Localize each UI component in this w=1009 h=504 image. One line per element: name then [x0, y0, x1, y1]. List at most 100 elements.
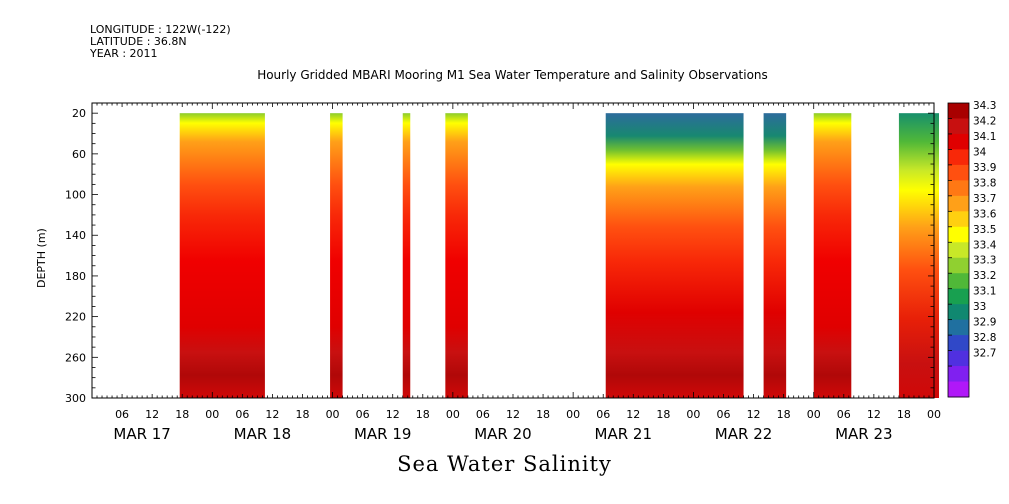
x-hour-tick-label: 00 [566, 408, 580, 421]
y-tick-label: 100 [65, 189, 86, 202]
colorbar-swatch [948, 180, 969, 197]
x-hour-tick-label: 18 [296, 408, 310, 421]
x-day-label: MAR 19 [354, 425, 411, 443]
data-segment [813, 113, 852, 398]
longitude-label: LONGITUDE : 122W(-122) [90, 23, 231, 36]
colorbar-label: 33.6 [973, 208, 997, 220]
x-hour-tick-label: 06 [717, 408, 731, 421]
x-hour-tick-label: 06 [596, 408, 610, 421]
colorbar-label: 34.3 [973, 100, 996, 112]
chart-title: Hourly Gridded MBARI Mooring M1 Sea Wate… [257, 68, 768, 82]
data-segment [330, 113, 343, 398]
colorbar-swatch [948, 366, 969, 383]
metadata-block: LONGITUDE : 122W(-122) LATITUDE : 36.8N … [90, 24, 231, 60]
x-hour-tick-label: 12 [747, 408, 761, 421]
colorbar-swatch [948, 149, 969, 166]
x-day-label: MAR 22 [715, 425, 772, 443]
data-segment [605, 113, 744, 398]
colorbar-label: 33.4 [973, 239, 997, 251]
colorbar: 34.3 34.2 34.1 34 33.9 33.8 33.7 33.6 33.5 33.4 33… [947, 100, 997, 398]
colorbar-swatch [948, 319, 969, 336]
x-day-label: MAR 21 [595, 425, 652, 443]
data-segment [402, 113, 411, 398]
x-hour-tick-label: 00 [686, 408, 700, 421]
colorbar-swatch [948, 381, 969, 398]
latitude-label: LATITUDE : 36.8N [90, 35, 187, 48]
colorbar-label: 33.9 [973, 162, 996, 174]
y-tick-label: 300 [65, 392, 86, 405]
x-hour-tick-label: 00 [326, 408, 340, 421]
x-hour-tick-label: 18 [536, 408, 550, 421]
x-day-label: MAR 23 [835, 425, 892, 443]
x-hour-tick-label: 12 [867, 408, 881, 421]
x-hour-tick-label: 18 [416, 408, 430, 421]
colorbar-swatch [948, 242, 969, 259]
x-day-label: MAR 20 [474, 425, 531, 443]
colorbar-label: 34 [973, 146, 987, 158]
colorbar-swatch [948, 118, 969, 135]
data-segment [179, 113, 265, 398]
x-hour-tick-label: 12 [145, 408, 159, 421]
x-hour-tick-label: 18 [656, 408, 670, 421]
x-day-label: MAR 17 [113, 425, 170, 443]
x-hour-tick-label: 06 [235, 408, 249, 421]
data-segment [445, 113, 468, 398]
colorbar-label: 33.5 [973, 224, 996, 236]
variable-label: Sea Water Salinity [397, 452, 612, 476]
x-hour-tick-label: 06 [476, 408, 490, 421]
x-hour-tick-label: 00 [205, 408, 219, 421]
colorbar-label: 33.3 [973, 255, 996, 267]
colorbar-label: 33.7 [973, 193, 996, 205]
colorbar-swatch [948, 273, 969, 290]
colorbar-label: 33.2 [973, 270, 996, 282]
y-axis: 20 60 100 140 180 220 260 300 [65, 102, 934, 405]
colorbar-label: 32.7 [973, 348, 996, 360]
chart-title-wrap: Hourly Gridded MBARI Mooring M1 Sea Wate… [0, 68, 1009, 82]
colorbar-swatch [948, 288, 969, 305]
y-tick-label: 60 [72, 148, 86, 161]
y-tick-label: 140 [65, 229, 86, 242]
colorbar-label: 34.1 [973, 131, 996, 143]
colorbar-label: 32.9 [973, 317, 996, 329]
x-hour-tick-label: 00 [927, 408, 941, 421]
x-hour-tick-label: 00 [446, 408, 460, 421]
colorbar-label: 33 [973, 301, 986, 313]
x-hour-tick-label: 06 [356, 408, 370, 421]
y-tick-label: 220 [65, 311, 86, 324]
x-hour-tick-label: 12 [386, 408, 400, 421]
colorbar-swatch [948, 335, 969, 352]
colorbar-swatch [948, 350, 969, 367]
colorbar-swatch [948, 304, 969, 321]
colorbar-swatch [948, 226, 969, 243]
x-hour-tick-label: 06 [115, 408, 129, 421]
y-tick-label: 20 [72, 107, 86, 120]
y-axis-label: DEPTH (m) [35, 228, 48, 288]
colorbar-swatch [948, 164, 969, 181]
colorbar-label: 34.2 [973, 115, 996, 127]
colorbar-swatch [948, 211, 969, 228]
colorbar-swatch [948, 195, 969, 212]
x-hour-tick-label: 12 [265, 408, 279, 421]
data-segments [179, 113, 940, 398]
x-hour-tick-label: 18 [175, 408, 189, 421]
y-tick-label: 260 [65, 351, 86, 364]
colorbar-label: 33.8 [973, 177, 996, 189]
year-label: YEAR : 2011 [90, 47, 158, 60]
data-segment [763, 113, 787, 398]
colorbar-swatch [948, 103, 969, 119]
x-hour-tick-label: 18 [897, 408, 911, 421]
y-tick-label: 180 [65, 270, 86, 283]
x-hour-tick-label: 00 [807, 408, 821, 421]
colorbar-swatch [948, 257, 969, 274]
colorbar-frame [947, 102, 970, 398]
x-hour-tick-label: 12 [626, 408, 640, 421]
x-hour-tick-label: 06 [837, 408, 851, 421]
x-hour-tick-label: 12 [506, 408, 520, 421]
colorbar-swatch [948, 133, 969, 150]
x-hour-tick-label: 18 [777, 408, 791, 421]
colorbar-label: 33.1 [973, 286, 996, 298]
x-axis: 06 12 18 00 06 12 18 00 06 12 18 00 06 12 18 00 06 12 18 00… [91, 103, 941, 443]
x-day-label: MAR 18 [234, 425, 291, 443]
colorbar-label: 32.8 [973, 332, 996, 344]
